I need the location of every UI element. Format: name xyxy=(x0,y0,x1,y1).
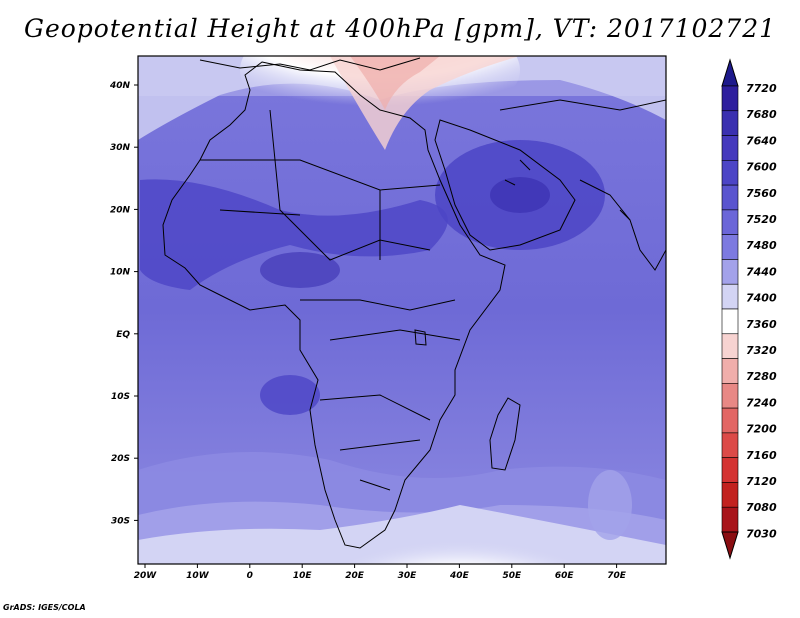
colorbar-label: 7160 xyxy=(746,449,777,462)
colorbar-label: 7640 xyxy=(746,134,777,147)
lon-tick-label: 20E xyxy=(345,571,365,581)
colorbar-label: 7200 xyxy=(746,423,777,436)
plot-title: Geopotential Height at 400hPa [gpm], VT:… xyxy=(23,14,777,43)
madagascar xyxy=(489,397,521,471)
height-field xyxy=(138,56,666,564)
gulf-islands xyxy=(504,159,631,221)
lat-tick-label: 20S xyxy=(111,454,130,464)
colorbar: 7720 7680 7640 7600 7560 7520 7480 7440 7400 7360… xyxy=(721,58,777,560)
colorbar-label: 7030 xyxy=(746,527,777,540)
colorbar-swatch xyxy=(721,135,739,161)
plot-frame xyxy=(137,55,667,565)
colorbar-label: 7440 xyxy=(746,265,777,278)
asia-border xyxy=(499,99,666,111)
coastlines xyxy=(162,57,666,549)
lat-tick-label: 40N xyxy=(109,81,131,91)
lat-tick-label: 30S xyxy=(111,516,130,526)
arabian-peninsula xyxy=(434,119,576,251)
borders-central xyxy=(300,299,461,491)
colorbar-swatch xyxy=(721,308,739,335)
colorbar-swatch xyxy=(721,85,739,112)
colorbar-label: 7280 xyxy=(746,370,777,383)
credit-label: GrADS: IGES/COLA xyxy=(3,603,86,612)
colorbar-label: 7600 xyxy=(746,161,777,174)
lon-tick-label: 40E xyxy=(449,571,470,581)
colorbar-label: 7080 xyxy=(746,501,777,514)
colorbar-swatch xyxy=(721,283,739,310)
lon-tick-label: 60E xyxy=(555,571,575,581)
lat-tick-label: 10N xyxy=(110,268,131,278)
colorbar-label: 7120 xyxy=(746,475,777,488)
colorbar-swatch xyxy=(721,333,739,359)
colorbar-label: 7560 xyxy=(746,187,777,200)
lon-tick-label: 50E xyxy=(502,571,522,581)
colorbar-swatch xyxy=(721,234,739,260)
colorbar-label: 7240 xyxy=(746,396,777,409)
colorbar-label: 7720 xyxy=(746,82,777,95)
colorbar-label: 7680 xyxy=(746,108,777,121)
colorbar-swatch xyxy=(721,432,739,458)
lat-tick-label: 20N xyxy=(110,205,131,215)
colorbar-swatch xyxy=(721,482,739,508)
colorbar-swatch xyxy=(721,209,739,235)
lon-tick-label: 10W xyxy=(186,571,210,581)
lon-tick-label: 30E xyxy=(398,571,418,581)
africa-coastline xyxy=(162,61,506,549)
colorbar-swatch xyxy=(721,110,739,136)
colorbar-bottom-arrow xyxy=(721,531,739,560)
colorbar-label: 7320 xyxy=(746,344,777,357)
lon-tick-label: 70E xyxy=(607,571,627,581)
longitude-axis: 20W 10W 0 10E 20E 30E 40E 50E 60E 70E xyxy=(134,564,627,581)
colorbar-swatch xyxy=(721,506,739,533)
india-coast xyxy=(579,179,666,271)
borders-north xyxy=(200,109,441,261)
colorbar-swatch xyxy=(721,184,739,211)
latitude-axis: 40N 30N 20N 10N EQ 10S 20S 30S xyxy=(109,81,138,526)
colorbar-top-arrow xyxy=(721,58,739,87)
lat-tick-label: EQ xyxy=(116,330,130,340)
colorbar-swatch xyxy=(721,160,739,186)
lon-tick-label: 10E xyxy=(293,571,313,581)
colorbar-label: 7480 xyxy=(746,239,777,252)
colorbar-swatch xyxy=(721,457,739,483)
europe-coast xyxy=(199,57,421,71)
colorbar-label: 7520 xyxy=(746,213,777,226)
lon-tick-label: 20W xyxy=(134,571,158,581)
lat-tick-label: 10S xyxy=(111,392,130,402)
lake-victoria xyxy=(414,329,427,346)
colorbar-swatch xyxy=(721,407,739,434)
colorbar-swatch xyxy=(721,358,739,384)
colorbar-swatch xyxy=(721,383,739,409)
colorbar-label: 7360 xyxy=(746,318,777,331)
colorbar-swatch xyxy=(721,259,739,285)
lat-tick-label: 30N xyxy=(110,143,131,153)
lon-tick-label: 0 xyxy=(247,571,253,581)
colorbar-label: 7400 xyxy=(746,292,777,305)
